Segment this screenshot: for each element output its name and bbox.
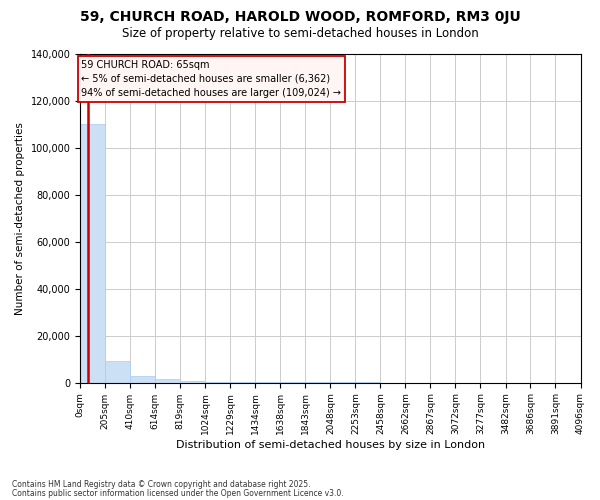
Text: Contains HM Land Registry data © Crown copyright and database right 2025.: Contains HM Land Registry data © Crown c… bbox=[12, 480, 311, 489]
Text: 59, CHURCH ROAD, HAROLD WOOD, ROMFORD, RM3 0JU: 59, CHURCH ROAD, HAROLD WOOD, ROMFORD, R… bbox=[80, 10, 520, 24]
Bar bbox=[180, 380, 205, 382]
Bar bbox=[80, 124, 106, 382]
Text: Size of property relative to semi-detached houses in London: Size of property relative to semi-detach… bbox=[122, 28, 478, 40]
X-axis label: Distribution of semi-detached houses by size in London: Distribution of semi-detached houses by … bbox=[176, 440, 485, 450]
Bar bbox=[130, 376, 155, 382]
Y-axis label: Number of semi-detached properties: Number of semi-detached properties bbox=[15, 122, 25, 314]
Bar bbox=[106, 362, 130, 382]
Text: Contains public sector information licensed under the Open Government Licence v3: Contains public sector information licen… bbox=[12, 488, 344, 498]
Bar bbox=[155, 379, 180, 382]
Text: 59 CHURCH ROAD: 65sqm
← 5% of semi-detached houses are smaller (6,362)
94% of se: 59 CHURCH ROAD: 65sqm ← 5% of semi-detac… bbox=[82, 60, 341, 98]
